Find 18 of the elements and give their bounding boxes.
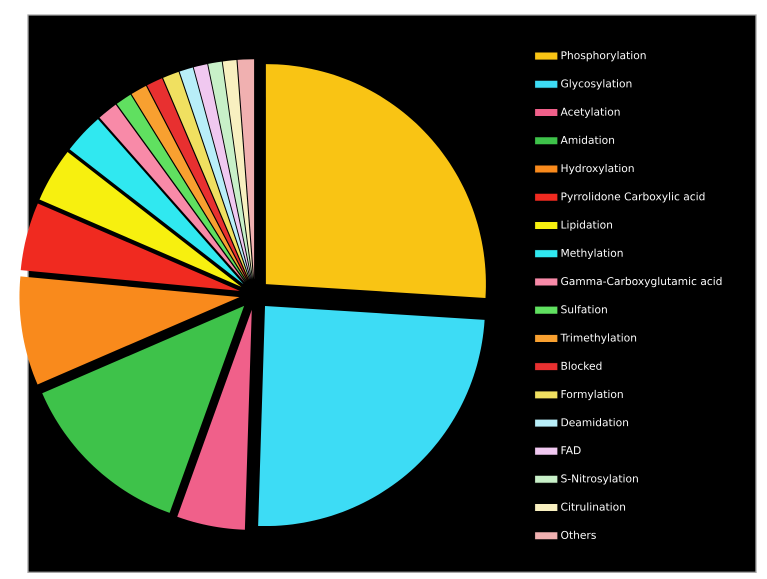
legend-label: Trimethylation (560, 333, 636, 344)
legend-label: Others (561, 530, 596, 539)
legend-label: Blocked (562, 362, 602, 370)
legend-label: Citrulination (561, 502, 626, 511)
legend-label: Pyrrolidone Carboxylic acid (562, 192, 704, 202)
legend-label: Amidation (560, 136, 614, 144)
legend-label: Acetylation (560, 107, 620, 118)
legend-label: Lipidation (562, 220, 612, 231)
legend-label: Gamma-Carboxyglutamic acid (561, 276, 722, 288)
legend-label: Glycosylation (561, 79, 632, 90)
legend-label: Sulfation (561, 305, 607, 314)
legend-label: Methylation (562, 248, 623, 259)
legend-label: FAD (562, 446, 581, 454)
legend-label: Hydroxylation (562, 164, 634, 174)
legend-label: Deamidation (562, 418, 628, 426)
legend-label: S-Nitrosylation (561, 474, 638, 485)
legend-label: Phosphorylation (562, 51, 646, 62)
legend-label: Formylation (562, 390, 623, 400)
